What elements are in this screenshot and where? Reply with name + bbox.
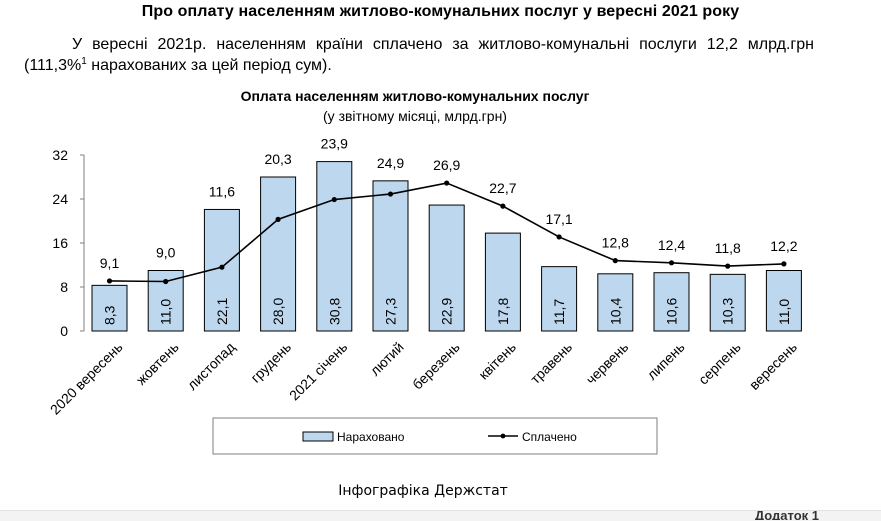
legend-label-accrued: Нараховано <box>337 430 405 444</box>
paid-point <box>387 191 394 197</box>
x-category-label: вересень <box>746 339 800 393</box>
paid-value-label: 11,8 <box>715 240 741 256</box>
paid-value-label: 20,3 <box>264 151 291 167</box>
paid-point <box>444 180 450 186</box>
bar-accrued <box>541 266 578 332</box>
paid-point <box>781 261 787 267</box>
x-category-label: липень <box>644 339 688 383</box>
paid-value-label: 11,6 <box>209 183 235 199</box>
bar-value-label: 10,4 <box>607 298 623 325</box>
x-category-label: жовтень <box>133 339 182 388</box>
bar-accrued <box>372 180 409 332</box>
paid-value-label: 9,1 <box>100 255 120 271</box>
paid-value-label: 12,4 <box>658 237 685 253</box>
appendix-label: Додаток 1 <box>754 511 819 520</box>
intro-text: У вересні 2021р. населенням країни сплач… <box>24 36 814 74</box>
chart: 0 8 16 24 32 8,3 11,0 22,1 28,0 30,8 27,3 22,9 17,8… <box>47 136 802 455</box>
x-category-label: листопад <box>184 339 238 393</box>
paid-value-label: 12,8 <box>602 235 629 251</box>
x-category-label: травень <box>527 339 575 387</box>
page-title: Про оплату населенням житлово-комунальни… <box>141 3 740 20</box>
bar-value-label: 22,9 <box>439 298 455 325</box>
paid-value-label: 23,9 <box>321 136 348 152</box>
paid-point <box>668 260 675 266</box>
y-tick-label: 8 <box>60 279 68 295</box>
y-tick-label: 32 <box>52 147 68 163</box>
footnote-mark: 1 <box>81 56 87 67</box>
legend-marker-paid <box>500 433 506 439</box>
paid-point <box>163 278 169 285</box>
paid-value-label: 24,9 <box>377 155 404 171</box>
bar-accrued <box>428 204 465 332</box>
bar-accrued <box>653 272 690 332</box>
bar-value-label: 8,3 <box>102 305 118 325</box>
bar-accrued <box>597 273 634 332</box>
credit-caption: Інфографіка Держстат <box>338 483 508 499</box>
intro-text-end: нарахованих за цей період сум). <box>86 57 332 74</box>
bar-accrued <box>484 232 521 332</box>
paid-value-label: 9,0 <box>156 245 176 261</box>
paid-value-label: 17,1 <box>545 211 572 227</box>
y-tick-label: 0 <box>60 323 68 339</box>
paid-line: 9,1 9,0 11,6 20,3 23,9 24,9 26,9 22,7 17,1 12,8 12… <box>100 136 798 285</box>
paid-value-label: 12,2 <box>770 238 797 254</box>
page-bottom-strip <box>0 510 881 521</box>
legend: Нараховано Сплачено <box>212 417 658 455</box>
y-axis: 0 8 16 24 32 <box>52 147 85 339</box>
paid-point <box>556 234 562 240</box>
bar-labels: 8,3 11,0 22,1 28,0 30,8 27,3 22,9 17,8 11,7 10,4 1… <box>102 298 792 325</box>
x-category-label: червень <box>583 339 632 388</box>
y-tick-label: 24 <box>52 191 68 207</box>
paid-point <box>725 263 731 269</box>
bar-value-label: 11,7 <box>551 299 567 325</box>
y-tick-label: 16 <box>52 235 68 251</box>
chart-subtitle: (у звітному місяці, млрд.грн) <box>323 108 507 124</box>
bar-value-label: 22,1 <box>214 298 230 325</box>
bar-value-label: 11,0 <box>776 299 792 325</box>
x-category-label: серпень <box>695 339 744 388</box>
bar-accrued <box>260 176 297 332</box>
paid-point <box>106 278 113 284</box>
bar-accrued <box>765 270 802 332</box>
paid-value-label: 26,9 <box>433 157 460 173</box>
x-category-label: квітень <box>475 339 519 383</box>
x-axis-labels: 2020 вересень жовтень листопад грудень2021 … <box>47 339 800 418</box>
paid-point <box>219 264 225 270</box>
x-category-label: березень <box>409 339 463 393</box>
bar-value-label: 17,8 <box>495 298 511 325</box>
paid-point <box>331 196 337 203</box>
bar-accrued <box>316 161 353 332</box>
x-category-label: 2020 вересень <box>47 339 126 418</box>
bar-value-label: 10,3 <box>720 298 736 325</box>
chart-title: Оплата населенням житлово-комунальних по… <box>240 88 590 104</box>
bar-accrued <box>709 273 746 332</box>
bar-value-label: 11,0 <box>158 299 174 325</box>
bar-accrued <box>91 284 128 332</box>
x-category-label: грудень <box>247 339 294 386</box>
bar-value-label: 27,3 <box>383 298 399 325</box>
bar-value-label: 10,6 <box>664 298 680 325</box>
paid-point <box>500 203 506 209</box>
bar-value-label: 28,0 <box>270 298 286 325</box>
paid-point <box>275 216 281 222</box>
legend-swatch-accrued <box>302 431 334 442</box>
legend-label-paid: Сплачено <box>522 430 577 444</box>
paid-value-label: 22,7 <box>489 180 516 196</box>
x-category-label: 2021 січень <box>286 339 351 404</box>
x-category-label: лютий <box>367 339 407 379</box>
bar-value-label: 30,8 <box>326 298 342 325</box>
bars <box>91 161 802 332</box>
legend-box <box>212 417 658 455</box>
paid-point <box>612 258 618 264</box>
intro-paragraph: У вересні 2021р. населенням країни сплач… <box>24 34 814 76</box>
